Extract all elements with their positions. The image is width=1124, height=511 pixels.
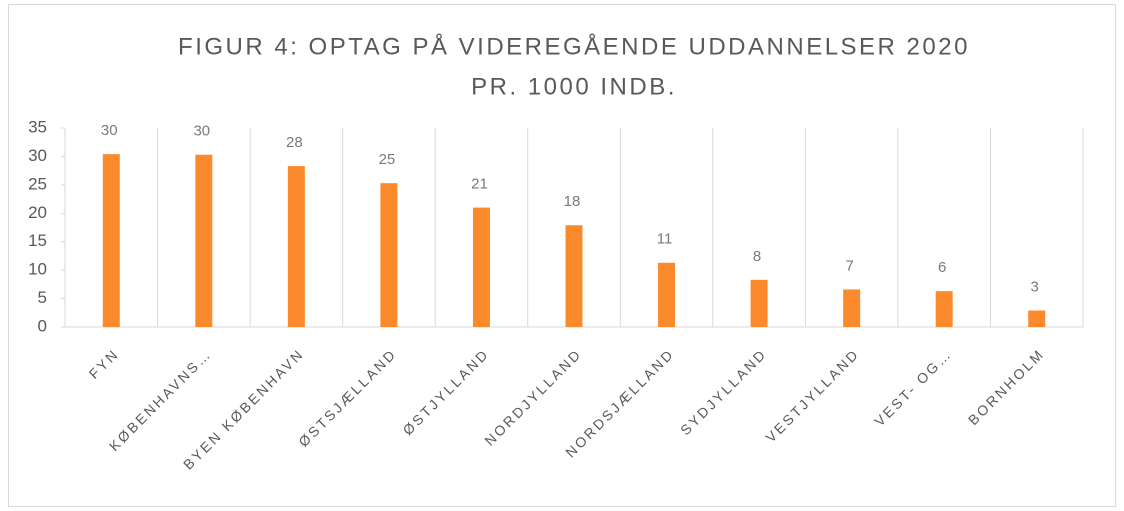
y-tick-label: 30: [28, 146, 47, 165]
y-tick-label: 5: [38, 288, 47, 307]
bar: [658, 262, 676, 327]
y-tick-label: 35: [28, 117, 47, 136]
bar: [287, 166, 305, 327]
bar: [472, 207, 490, 327]
y-tick-label: 10: [28, 260, 47, 279]
data-label: 25: [379, 151, 396, 168]
data-label: 8: [753, 248, 761, 265]
chart-border: [8, 4, 1116, 507]
data-label: 7: [845, 257, 853, 274]
bar: [102, 154, 120, 327]
bar: [750, 279, 768, 327]
bar: [1028, 310, 1046, 327]
bar: [195, 154, 213, 327]
chart-title: FIGUR 4: OPTAG PÅ VIDEREGÅENDE UDDANNELS…: [178, 32, 970, 60]
data-label: 3: [1031, 278, 1039, 295]
bar: [380, 183, 398, 327]
y-tick-label: 15: [28, 231, 47, 250]
bar: [565, 225, 583, 327]
data-label: 21: [471, 176, 488, 193]
y-tick-label: 0: [38, 316, 47, 335]
chart-title: PR. 1000 INDB.: [471, 73, 677, 100]
data-label: 6: [938, 259, 946, 276]
y-tick-label: 25: [28, 174, 47, 193]
data-label: 18: [564, 193, 581, 210]
data-label: 11: [657, 231, 673, 248]
data-label: 30: [101, 122, 118, 139]
bar: [935, 291, 953, 327]
data-label: 28: [286, 134, 303, 151]
data-label: 30: [193, 123, 210, 140]
bar: [843, 289, 861, 327]
y-tick-label: 20: [28, 203, 47, 222]
